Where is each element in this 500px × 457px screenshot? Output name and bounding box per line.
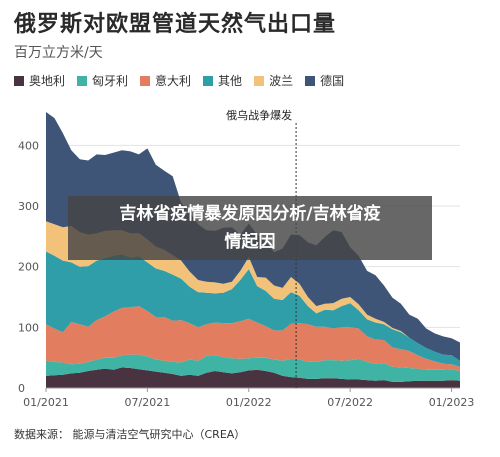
legend-swatch <box>305 75 316 86</box>
overlay-line-2: 情起因 <box>224 232 276 252</box>
x-tick-label: 01/2023 <box>429 396 475 409</box>
legend-item-3: 其他 <box>203 72 242 89</box>
overlay-banner: 吉林省疫情暴发原因分析/吉林省疫 情起因 <box>68 196 432 260</box>
chart-title: 俄罗斯对欧盟管道天然气出口量 <box>14 12 337 37</box>
area-series-0 <box>46 367 460 388</box>
y-tick-label: 100 <box>18 321 39 334</box>
legend-item-0: 奥地利 <box>14 72 65 89</box>
legend-item-4: 波兰 <box>254 72 293 89</box>
chart-subtitle: 百万立方米/天 <box>14 45 103 61</box>
annotation-label: 俄乌战争爆发 <box>226 108 292 122</box>
overlay-line-1: 吉林省疫情暴发原因分析/吉林省疫 <box>119 204 381 224</box>
legend-swatch <box>203 75 214 86</box>
y-tick-label: 400 <box>18 139 39 152</box>
x-tick-label: 07/2021 <box>125 396 171 409</box>
legend-label: 德国 <box>320 74 345 88</box>
area-series-3 <box>46 251 460 367</box>
legend-item-2: 意大利 <box>140 72 191 89</box>
y-tick-label: 0 <box>18 382 25 395</box>
legend-label: 匈牙利 <box>92 74 129 88</box>
legend-item-1: 匈牙利 <box>77 72 128 89</box>
legend-label: 意大利 <box>155 74 192 88</box>
legend-swatch <box>140 75 151 86</box>
legend-item-5: 德国 <box>305 72 344 89</box>
y-tick-label: 300 <box>18 200 39 213</box>
data-source: 数据来源： 能源与清洁空气研究中心（CREA） <box>14 428 246 441</box>
legend-swatch <box>14 75 24 86</box>
legend-swatch <box>77 75 88 86</box>
legend-swatch <box>254 75 265 86</box>
legend-label: 波兰 <box>269 74 294 88</box>
y-tick-label: 200 <box>18 261 39 274</box>
area-series-2 <box>46 306 460 371</box>
legend-label: 其他 <box>218 74 243 88</box>
x-tick-label: 07/2022 <box>327 396 373 409</box>
x-tick-label: 01/2022 <box>226 396 272 409</box>
area-series-1 <box>46 354 460 382</box>
x-tick-label: 01/2021 <box>23 396 69 409</box>
legend-label: 奥地利 <box>29 74 66 88</box>
chart-legend: 奥地利 匈牙利 意大利 其他 波兰 德国 <box>14 72 344 89</box>
